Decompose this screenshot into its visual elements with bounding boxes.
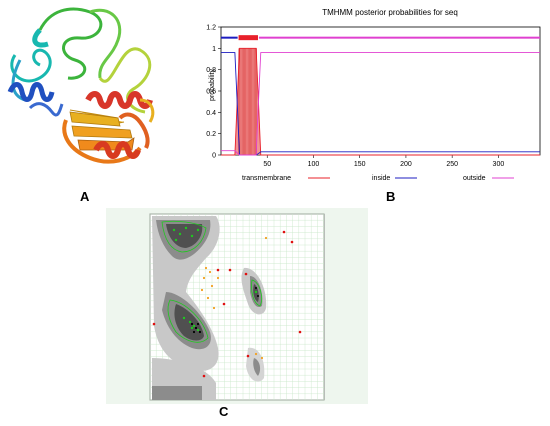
ramachandran-plot-panel [106,208,368,404]
series-line-transmembrane [221,47,540,156]
rama-points-allowed [200,236,268,360]
y-axis-label: probability [209,69,216,101]
x-tick-label: 200 [400,161,412,168]
panel-label-b: B [386,189,396,204]
plot-frame [220,26,541,156]
y-tick-label: 0.2 [206,131,216,138]
chart-title: TMHMM posterior probabilities for seq [322,8,458,17]
topology-bar-outside [258,36,540,39]
x-tick-label: 250 [446,161,458,168]
series-line-inside [221,52,540,156]
topology-bar-inside [221,36,238,39]
y-tick-label: 0.8 [206,67,216,74]
x-tick-label: 300 [493,161,505,168]
y-tick-label: 0.6 [206,89,216,96]
topology-bar-transmembrane [238,35,258,41]
panel-label-a: A [80,189,90,204]
panel-label-c: C [219,404,229,419]
legend-label-transmembrane: transmembrane [242,175,291,182]
rama-points-favoured [172,226,258,332]
tmhmm-chart-panel: TMHMM posterior probabilities for seq pr… [200,0,545,190]
y-tick-label: 0.4 [206,110,216,117]
x-tick-label: 100 [308,161,320,168]
legend: transmembrane inside outside [242,175,514,182]
protein-structure-panel [0,0,190,180]
y-tick-label: 0 [212,153,216,160]
x-tick-label: 150 [354,161,366,168]
y-tick-label: 1 [212,46,216,53]
legend-label-inside: inside [372,175,390,182]
rama-points-outliers [152,230,302,378]
series-line-outside [221,52,540,156]
tmhmm-chart: TMHMM posterior probabilities for seq pr… [206,8,541,182]
ramachandran-plot [106,208,368,404]
y-tick-label: 1.2 [206,25,216,32]
protein-ribbon-image [7,7,155,164]
series-area-transmembrane [221,48,540,156]
rama-points-core-cluster [190,287,259,334]
legend-label-outside: outside [463,175,486,182]
x-tick-label: 50 [263,161,271,168]
